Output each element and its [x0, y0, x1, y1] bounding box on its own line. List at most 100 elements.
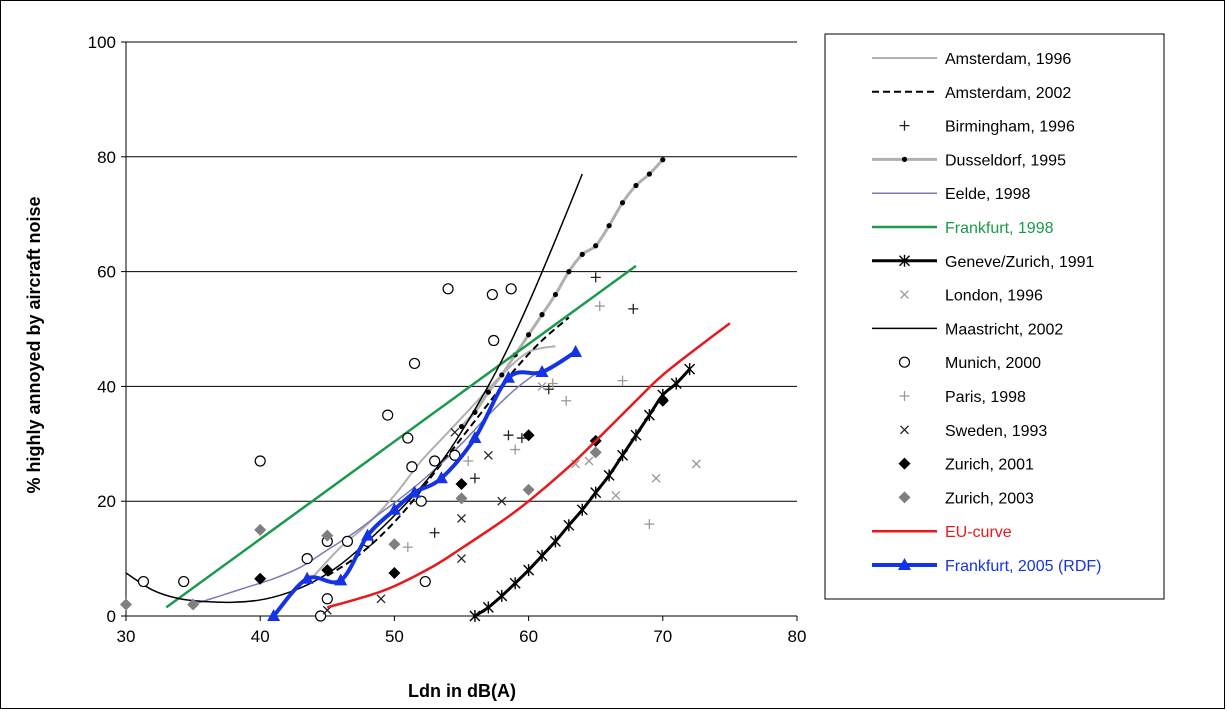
- data-point: [457, 554, 466, 564]
- legend-label: Sweden, 1993: [945, 423, 1047, 440]
- legend-item: Amsterdam, 2002: [872, 85, 1071, 102]
- data-point: [563, 519, 575, 532]
- y-tick-label: 40: [97, 377, 116, 396]
- data-point: [643, 409, 655, 422]
- legend-item: Dusseldorf, 1995: [872, 152, 1066, 169]
- legend-label: Frankfurt, 2005 (RDF): [945, 558, 1101, 575]
- legend-marker: [901, 156, 908, 162]
- data-point: [516, 433, 527, 444]
- data-point: [522, 429, 535, 442]
- series-london-1996: [537, 381, 701, 500]
- data-point: [254, 572, 267, 585]
- x-tick-label: 50: [385, 627, 404, 646]
- legend-label: Zurich, 2003: [945, 490, 1034, 507]
- data-point: [361, 528, 375, 541]
- legend-marker: [898, 491, 911, 504]
- data-point: [267, 609, 281, 621]
- data-point: [382, 409, 394, 421]
- series-zurich-2001: [254, 394, 669, 585]
- data-point: [535, 365, 549, 378]
- data-point: [590, 486, 602, 499]
- gridlines: [126, 41, 797, 502]
- data-point: [603, 469, 615, 482]
- data-point: [633, 182, 639, 189]
- legend-item: London, 1996: [900, 288, 1043, 305]
- data-point: [406, 461, 418, 473]
- data-point: [569, 344, 583, 357]
- series-maastricht-2002: [125, 173, 583, 604]
- data-point: [187, 598, 200, 611]
- x-tick-label: 80: [788, 627, 807, 646]
- series-line: [192, 368, 543, 606]
- data-point: [455, 477, 468, 490]
- legend-marker: [899, 120, 910, 131]
- data-point: [408, 357, 421, 370]
- legend-item: Eelde, 1998: [872, 186, 1031, 203]
- legend-label: Dusseldorf, 1995: [945, 152, 1066, 169]
- data-point: [120, 598, 132, 611]
- x-tick-labels: 30 40 50 60 70 80: [117, 616, 807, 646]
- data-point: [469, 473, 480, 484]
- legend-label: Geneve/Zurich, 1991: [945, 254, 1095, 271]
- series-eelde-1998: [192, 368, 543, 606]
- data-point: [137, 575, 150, 588]
- data-point: [590, 272, 601, 283]
- data-point: [388, 566, 401, 579]
- legend-item: Frankfurt, 1998: [872, 220, 1054, 237]
- data-point: [523, 564, 535, 577]
- data-point: [321, 564, 334, 577]
- legend-marker: [898, 356, 911, 368]
- data-point: [611, 491, 621, 500]
- series-amsterdam-1996: [313, 345, 556, 577]
- data-point: [561, 395, 572, 406]
- legend-label: Amsterdam, 2002: [945, 85, 1071, 102]
- legend-label: Zurich, 2001: [945, 457, 1034, 474]
- series-geneve-zurich-1991: [469, 363, 696, 622]
- legend-item: Amsterdam, 1996: [872, 51, 1071, 68]
- plot-area: [120, 157, 731, 622]
- data-point: [646, 171, 652, 177]
- legend-item: Zurich, 2001: [898, 457, 1034, 474]
- legend-marker: [898, 558, 911, 570]
- data-point: [341, 535, 354, 547]
- data-point: [449, 449, 461, 461]
- legend-item: Munich, 2000: [898, 355, 1041, 372]
- series-frankfurt-2005-rdf-: [267, 344, 583, 621]
- y-tick-label: 100: [88, 33, 116, 52]
- series-amsterdam-2002: [326, 316, 570, 577]
- x-tick-label: 70: [653, 627, 672, 646]
- data-point: [314, 610, 327, 622]
- data-point: [617, 375, 628, 386]
- data-point: [415, 495, 427, 507]
- series-frankfurt-1998: [165, 264, 637, 609]
- data-point: [499, 372, 505, 378]
- data-point: [455, 492, 468, 505]
- data-point: [606, 223, 612, 229]
- data-point: [670, 377, 682, 390]
- series-line: [326, 316, 570, 577]
- data-point: [566, 269, 572, 275]
- series-paris-1998: [402, 301, 655, 553]
- data-point: [321, 529, 334, 542]
- data-point: [651, 473, 661, 483]
- legend-label: Maastricht, 2002: [945, 321, 1063, 338]
- data-point: [619, 200, 626, 206]
- data-point: [408, 485, 422, 498]
- legend-item: Geneve/Zurich, 1991: [872, 254, 1095, 271]
- legend-label: Birmingham, 1996: [945, 119, 1075, 136]
- data-point: [522, 483, 535, 496]
- data-point: [537, 381, 547, 391]
- data-point: [526, 332, 532, 338]
- data-point: [584, 456, 594, 466]
- data-point: [486, 288, 498, 301]
- legend-marker: [900, 290, 909, 300]
- x-axis-label: Ldn in dB(A): [408, 681, 516, 701]
- data-point: [457, 513, 466, 523]
- legend-label: Eelde, 1998: [945, 186, 1031, 203]
- series-line: [326, 322, 731, 609]
- data-point: [458, 423, 465, 430]
- legend-item: Paris, 1998: [899, 389, 1026, 406]
- data-point: [589, 446, 602, 459]
- data-point: [617, 449, 629, 462]
- data-point: [254, 523, 267, 536]
